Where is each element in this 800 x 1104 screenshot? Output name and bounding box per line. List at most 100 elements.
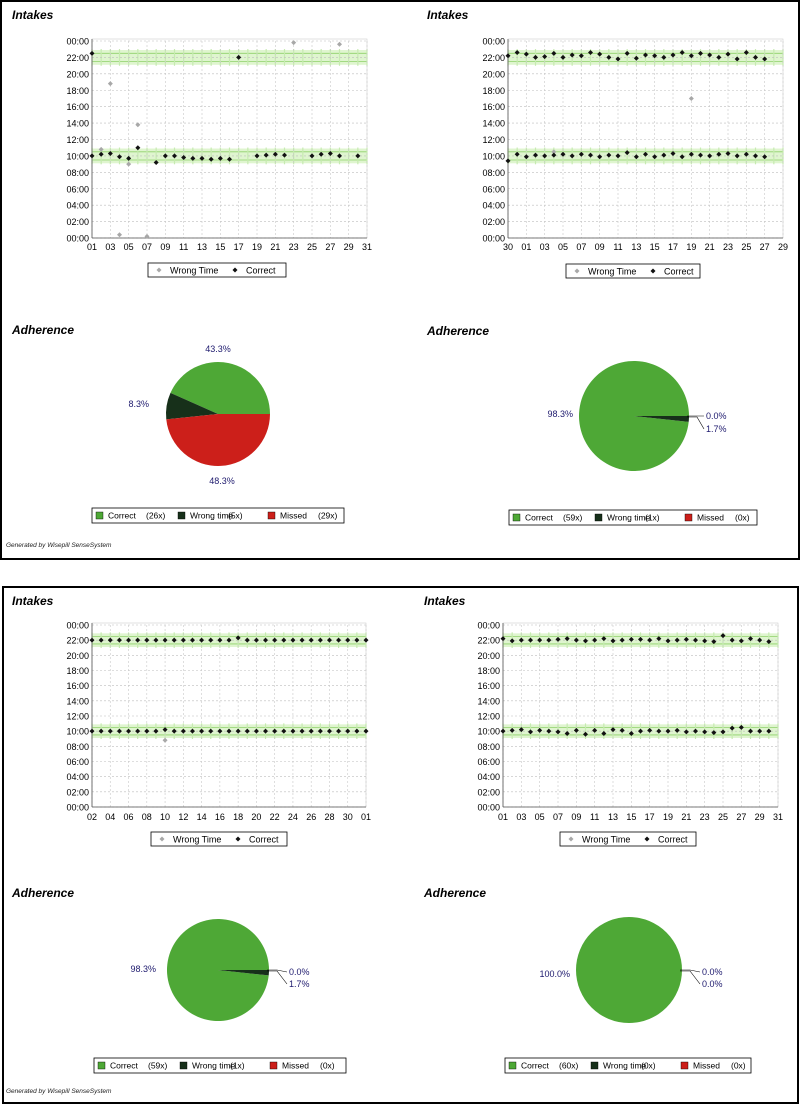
- correct-intake-point: [551, 152, 557, 158]
- y-tick-label: 04:00: [482, 201, 505, 211]
- correct-intake-point: [226, 637, 232, 643]
- y-tick-label: 00:00: [66, 621, 89, 631]
- chart-title: Intakes: [12, 8, 54, 22]
- x-tick-label: 15: [626, 812, 636, 822]
- legend-correct-label: Correct: [521, 1061, 550, 1071]
- y-tick-label: 22:00: [477, 636, 500, 646]
- intakes-chart: Intakes 00:00 02:00 04:00 06:00 08:00 10:00 12:…: [427, 8, 788, 279]
- correct-intake-point: [638, 636, 643, 642]
- adherence-chart: Adherence 43.3% 8.3% 48.3% Correct (26x) Wrong…: [11, 323, 345, 524]
- correct-intake-point: [199, 728, 205, 734]
- legend-correct-label: Correct: [525, 513, 554, 523]
- correct-intake-point: [326, 637, 332, 643]
- x-tick-label: 29: [755, 812, 765, 822]
- correct-intake-point: [716, 54, 722, 60]
- pie-percent-label: 98.3%: [547, 409, 573, 419]
- x-tick-label: 05: [124, 242, 134, 252]
- legend-correct-label: Correct: [108, 511, 137, 521]
- y-tick-label: 20:00: [482, 69, 505, 79]
- x-tick-label: 13: [197, 242, 207, 252]
- correct-intake-point: [89, 637, 95, 643]
- correct-intake-point: [766, 728, 772, 734]
- correct-intake-point: [180, 637, 186, 643]
- correct-intake-point: [199, 637, 205, 643]
- x-tick-label: 15: [215, 242, 225, 252]
- correct-intake-point: [272, 637, 278, 643]
- x-tick-label: 19: [663, 812, 673, 822]
- correct-intake-point: [327, 150, 333, 156]
- correct-intake-point: [766, 639, 772, 645]
- correct-intake-point: [564, 730, 570, 736]
- y-tick-label: 22:00: [482, 53, 505, 63]
- correct-intake-point: [354, 728, 360, 734]
- legend-box: [147, 262, 287, 278]
- correct-intake-point: [172, 153, 177, 159]
- y-tick-label: 18:00: [482, 86, 505, 96]
- correct-intake-point: [762, 56, 768, 62]
- y-tick-label: 14:00: [66, 696, 89, 706]
- legend-wrong-time-swatch: [179, 1061, 188, 1070]
- correct-intake-point: [702, 638, 708, 644]
- chart-legend: Wrong Time Correct: [565, 263, 701, 279]
- correct-intake-point: [181, 155, 187, 161]
- correct-intake-point: [743, 151, 749, 157]
- legend-correct-label: Correct: [249, 835, 279, 845]
- correct-intake-point: [720, 633, 726, 639]
- correct-intake-point: [290, 637, 296, 643]
- pie-slice-correct: [576, 917, 682, 1023]
- correct-intake-point: [281, 728, 287, 734]
- correct-intake-point: [162, 727, 168, 733]
- y-tick-label: 00:00: [482, 234, 505, 244]
- x-tick-label: 05: [558, 242, 568, 252]
- correct-intake-point: [569, 153, 575, 159]
- legend-correct-count: (59x): [563, 513, 583, 523]
- correct-intake-point: [573, 727, 579, 733]
- correct-intake-point: [624, 50, 630, 56]
- y-tick-label: 02:00: [482, 217, 505, 227]
- correct-intake-point: [679, 49, 685, 55]
- correct-intake-point: [762, 154, 768, 160]
- correct-intake-point: [116, 728, 122, 734]
- correct-intake-point: [533, 152, 538, 158]
- correct-intake-point: [670, 150, 676, 156]
- correct-intake-point: [336, 728, 342, 734]
- x-tick-label: 31: [362, 242, 372, 252]
- wrong-time-point: [98, 146, 104, 152]
- legend-correct-count: (59x): [148, 1061, 168, 1071]
- correct-intake-point: [89, 728, 95, 734]
- legend-correct-marker: [235, 836, 241, 842]
- adherence-chart: Adherence 100.0% 0.0% 0.0% Correct (60x) Wrong…: [423, 886, 752, 1074]
- correct-intake-point: [619, 727, 625, 733]
- y-tick-label: 12:00: [477, 712, 500, 722]
- y-tick-label: 16:00: [477, 681, 500, 691]
- x-tick-label: 07: [142, 242, 152, 252]
- legend-missed-swatch: [269, 1061, 278, 1070]
- legend-correct-count: (60x): [559, 1061, 579, 1071]
- correct-intake-point: [514, 151, 520, 157]
- legend-missed-swatch: [684, 513, 693, 522]
- correct-intake-point: [738, 724, 744, 730]
- x-tick-label: 09: [160, 242, 170, 252]
- correct-intake-point: [748, 728, 753, 734]
- legend-correct-marker: [650, 268, 656, 274]
- legend-correct-label: Correct: [664, 267, 694, 277]
- correct-intake-point: [299, 728, 305, 734]
- correct-intake-point: [537, 727, 543, 733]
- legend-missed-count: (0x): [320, 1061, 335, 1071]
- correct-intake-point: [144, 728, 150, 734]
- correct-intake-point: [546, 637, 552, 643]
- correct-intake-point: [199, 155, 205, 161]
- correct-intake-point: [683, 636, 689, 642]
- correct-intake-point: [153, 728, 159, 734]
- correct-intake-point: [542, 54, 548, 60]
- y-tick-label: 20:00: [66, 651, 89, 661]
- x-tick-label: 03: [105, 242, 115, 252]
- correct-intake-point: [738, 638, 744, 644]
- legend-missed-count: (0x): [735, 513, 750, 523]
- footer-generated-top: Generated by Wisepill SenseSystem: [6, 542, 112, 549]
- x-tick-label: 30: [343, 812, 353, 822]
- y-tick-label: 00:00: [66, 37, 89, 47]
- y-tick-label: 12:00: [482, 135, 505, 145]
- chart-legend: Wrong Time Correct: [150, 831, 288, 847]
- correct-intake-point: [98, 637, 104, 643]
